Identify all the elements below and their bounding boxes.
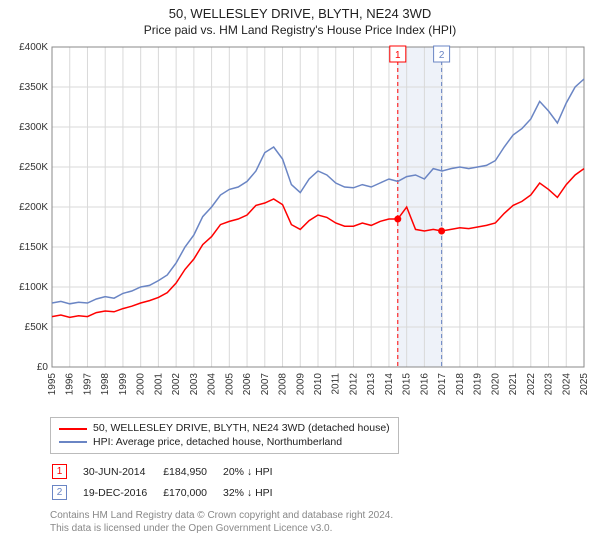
- svg-text:2009: 2009: [295, 373, 306, 396]
- svg-text:£0: £0: [37, 362, 49, 373]
- svg-text:1998: 1998: [100, 373, 111, 396]
- sale-marker: 2: [52, 485, 67, 500]
- legend-item: HPI: Average price, detached house, Nort…: [59, 436, 390, 450]
- price-chart: £0 £50K £100K £150K £200K £250K £300K £350K £400…: [10, 41, 590, 411]
- svg-text:2004: 2004: [207, 373, 218, 396]
- sale-delta: 32% ↓ HPI: [223, 483, 287, 502]
- chart-title-address: 50, WELLESLEY DRIVE, BLYTH, NE24 3WD: [10, 6, 590, 21]
- svg-text:2022: 2022: [526, 373, 537, 396]
- svg-text:2011: 2011: [331, 373, 342, 395]
- svg-text:£250K: £250K: [19, 162, 48, 173]
- svg-text:£50K: £50K: [25, 322, 49, 333]
- footnote-line1: Contains HM Land Registry data © Crown c…: [50, 510, 590, 523]
- svg-text:2010: 2010: [313, 373, 324, 396]
- legend-label: HPI: Average price, detached house, Nort…: [93, 436, 342, 450]
- sales-table: 1 30-JUN-2014£184,95020% ↓ HPI 2 19-DEC-201…: [50, 460, 289, 504]
- legend-swatch: [59, 441, 87, 443]
- svg-text:2007: 2007: [260, 373, 271, 396]
- svg-text:2023: 2023: [544, 373, 555, 396]
- svg-text:£350K: £350K: [19, 82, 48, 93]
- sale-price: £170,000: [163, 483, 221, 502]
- svg-text:2012: 2012: [348, 373, 359, 396]
- sale-marker: 1: [52, 464, 67, 479]
- svg-text:2008: 2008: [278, 373, 289, 396]
- svg-text:1995: 1995: [47, 373, 58, 396]
- svg-text:2003: 2003: [189, 373, 200, 396]
- sale-date: 19-DEC-2016: [83, 483, 161, 502]
- chart-title-sub: Price paid vs. HM Land Registry's House …: [10, 23, 590, 37]
- sale-price: £184,950: [163, 462, 221, 481]
- svg-text:2015: 2015: [402, 373, 413, 396]
- sale-row: 2 19-DEC-2016£170,00032% ↓ HPI: [52, 483, 287, 502]
- svg-text:2: 2: [439, 50, 445, 61]
- svg-text:2025: 2025: [579, 373, 590, 396]
- legend: 50, WELLESLEY DRIVE, BLYTH, NE24 3WD (de…: [50, 417, 399, 454]
- svg-text:2018: 2018: [455, 373, 466, 396]
- footnote-line2: This data is licensed under the Open Gov…: [50, 523, 590, 536]
- svg-text:1: 1: [395, 50, 401, 61]
- svg-text:2016: 2016: [419, 373, 430, 396]
- svg-text:2013: 2013: [366, 373, 377, 396]
- svg-text:£100K: £100K: [19, 282, 48, 293]
- svg-text:2021: 2021: [508, 373, 519, 396]
- svg-text:2017: 2017: [437, 373, 448, 396]
- svg-text:2005: 2005: [224, 373, 235, 396]
- svg-text:1997: 1997: [82, 373, 93, 396]
- svg-text:1996: 1996: [65, 373, 76, 396]
- sale-delta: 20% ↓ HPI: [223, 462, 287, 481]
- svg-text:2000: 2000: [136, 373, 147, 396]
- svg-text:2014: 2014: [384, 373, 395, 396]
- svg-text:£400K: £400K: [19, 42, 48, 53]
- svg-text:1999: 1999: [118, 373, 129, 396]
- footnote: Contains HM Land Registry data © Crown c…: [50, 510, 590, 535]
- svg-text:£200K: £200K: [19, 202, 48, 213]
- svg-text:2020: 2020: [490, 373, 501, 396]
- legend-swatch: [59, 428, 87, 430]
- svg-text:2002: 2002: [171, 373, 182, 396]
- svg-text:2019: 2019: [473, 373, 484, 396]
- svg-text:£150K: £150K: [19, 242, 48, 253]
- sale-date: 30-JUN-2014: [83, 462, 161, 481]
- chart-svg: £0 £50K £100K £150K £200K £250K £300K £350K £400…: [10, 41, 590, 411]
- legend-item: 50, WELLESLEY DRIVE, BLYTH, NE24 3WD (de…: [59, 422, 390, 436]
- svg-text:2001: 2001: [153, 373, 164, 396]
- svg-text:£300K: £300K: [19, 122, 48, 133]
- svg-text:2024: 2024: [561, 373, 572, 396]
- sale-row: 1 30-JUN-2014£184,95020% ↓ HPI: [52, 462, 287, 481]
- svg-text:2006: 2006: [242, 373, 253, 396]
- legend-label: 50, WELLESLEY DRIVE, BLYTH, NE24 3WD (de…: [93, 422, 390, 436]
